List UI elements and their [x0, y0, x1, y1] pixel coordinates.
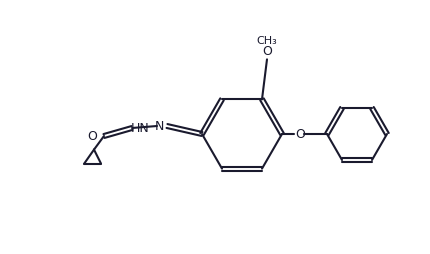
Text: O: O: [261, 45, 271, 58]
Text: N: N: [154, 119, 163, 133]
Text: O: O: [87, 130, 97, 142]
Text: CH₃: CH₃: [256, 36, 277, 46]
Text: O: O: [295, 128, 304, 140]
Text: HN: HN: [130, 121, 149, 135]
